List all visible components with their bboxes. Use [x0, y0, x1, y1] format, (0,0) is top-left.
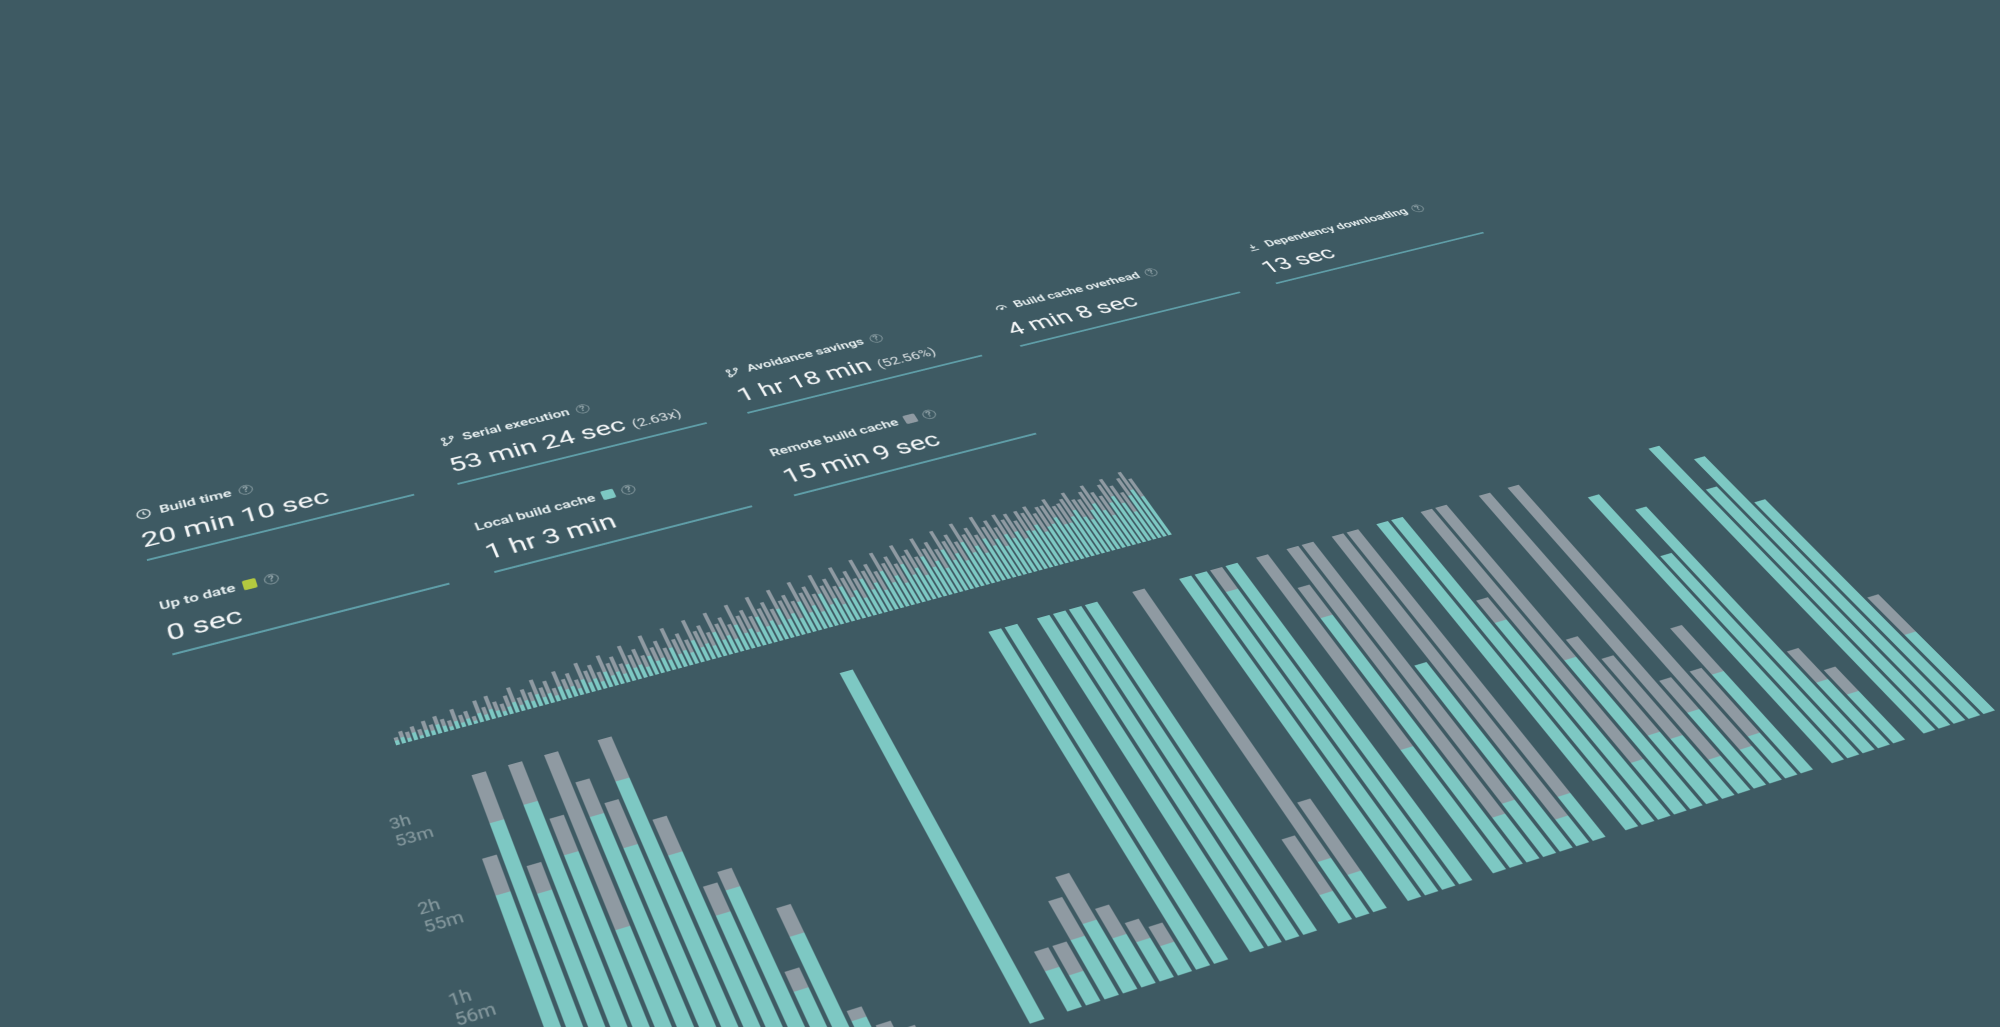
metric-local-build-cache: Local build cache?1 hr 3 min: [473, 458, 753, 573]
info-icon[interactable]: ?: [237, 483, 254, 495]
metric-up-to-date: Up to date?0 sec: [158, 532, 450, 655]
metric-avoidance-savings: Avoidance savings?1 hr 18 min (52.56%): [723, 313, 983, 413]
metric-value: 0 sec: [163, 551, 446, 646]
gauge-icon: [991, 301, 1012, 314]
metric-dependency-downloading: Dependency downloading?13 sec: [1243, 195, 1485, 284]
big-bar: [1286, 545, 1539, 862]
clock-icon: [134, 506, 154, 521]
color-swatch: [600, 488, 617, 500]
metrics-row-1: Build time?20 min 10 sec Serial executio…: [133, 195, 1484, 561]
metric-label: Up to date: [158, 581, 238, 613]
info-icon[interactable]: ?: [920, 408, 938, 420]
metric-serial-execution: Serial execution?53 min 24 sec (2.63x): [437, 378, 707, 485]
y-axis-tick: 1h 56m: [446, 971, 526, 1027]
info-icon[interactable]: ?: [574, 402, 591, 414]
dashboard-scene: Build time?20 min 10 sec Serial executio…: [96, 188, 1999, 1027]
big-chart-bars: [453, 430, 1995, 1027]
y-axis-tick: 3h 53m: [387, 799, 461, 850]
y-axis-tick: 2h 55m: [415, 882, 492, 937]
big-bar: [1317, 537, 1573, 851]
branch-icon: [438, 433, 458, 447]
color-swatch: [902, 413, 919, 424]
metric-build-time: Build time?20 min 10 sec: [133, 447, 414, 561]
color-swatch: [241, 577, 257, 590]
branch-icon: [723, 365, 744, 378]
info-icon[interactable]: ?: [867, 332, 884, 343]
info-icon[interactable]: ?: [619, 483, 637, 495]
info-icon[interactable]: ?: [1409, 203, 1426, 213]
download-icon: [1243, 241, 1264, 253]
big-bar-chart: 3h 53m2h 55m1h 56m58m 20s0s: [453, 438, 1965, 1027]
info-icon[interactable]: ?: [262, 572, 280, 585]
metric-build-cache-overhead: Build cache overhead?4 min 8 sec: [990, 252, 1241, 346]
metric-remote-build-cache: Remote build cache?15 min 9 sec: [767, 388, 1036, 496]
info-icon[interactable]: ?: [1142, 267, 1159, 277]
